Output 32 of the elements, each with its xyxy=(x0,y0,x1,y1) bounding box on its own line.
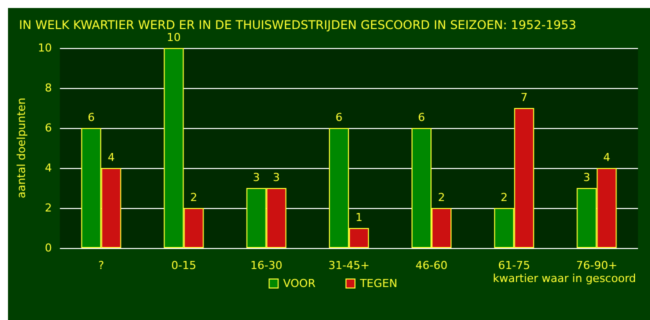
y-tick-label: 10 xyxy=(38,42,52,54)
x-tick-label: 16-30 xyxy=(250,259,282,272)
y-axis-title: aantal doelpunten xyxy=(15,98,28,198)
x-tick-label: 31-45+ xyxy=(328,259,370,272)
data-label: 10 xyxy=(166,31,181,44)
data-label: 6 xyxy=(335,111,342,124)
legend-label: TEGEN xyxy=(358,277,398,290)
data-label: 3 xyxy=(272,171,280,184)
data-label: 3 xyxy=(583,171,590,184)
x-tick-label: ? xyxy=(98,259,104,272)
x-tick-label: 0-15 xyxy=(171,259,196,272)
y-tick-label: 6 xyxy=(44,122,52,134)
data-label: 6 xyxy=(418,111,426,124)
y-tick-label: 0 xyxy=(44,242,52,254)
chart-title: IN WELK KWARTIER WERD ER IN DE THUISWEDSTRIJDEN GESCOORD IN SEIZOEN: 1952-1953 xyxy=(19,18,576,32)
legend-label: VOOR xyxy=(283,277,316,290)
data-label: 6 xyxy=(88,111,95,124)
x-axis-title: kwartier waar in gescoord xyxy=(492,272,636,285)
y-tick-label: 4 xyxy=(44,162,52,174)
data-label: 2 xyxy=(190,191,198,204)
data-label: 2 xyxy=(500,191,508,204)
data-label: 4 xyxy=(108,151,115,164)
y-tick-label: 8 xyxy=(44,82,52,94)
y-tick-label: 2 xyxy=(44,202,52,214)
x-tick-label: 76-90+ xyxy=(576,259,618,272)
data-label: 4 xyxy=(603,151,610,164)
data-label: 2 xyxy=(438,191,446,204)
x-tick-label: 46-60 xyxy=(416,259,448,272)
data-label: 1 xyxy=(355,211,362,224)
data-label: 7 xyxy=(520,91,528,104)
data-label: 3 xyxy=(252,171,260,184)
x-tick-label: 61-75 xyxy=(498,259,530,272)
